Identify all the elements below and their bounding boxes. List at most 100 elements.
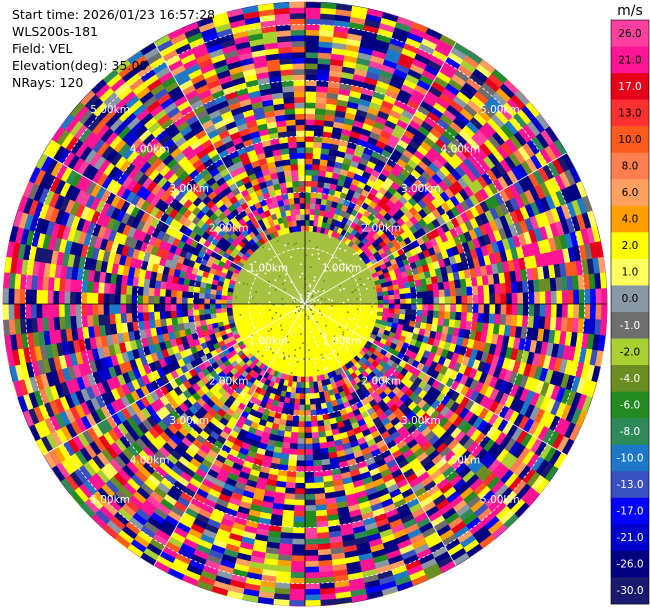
range-gate (145, 542, 163, 557)
range-gate (368, 425, 378, 435)
range-gate (329, 64, 344, 73)
range-gate (408, 391, 419, 402)
range-gate (45, 157, 59, 175)
range-gate (565, 185, 578, 203)
range-gate (324, 108, 337, 117)
range-gate (571, 275, 580, 291)
range-gate (340, 413, 350, 422)
range-gate (444, 311, 451, 320)
range-gate (294, 398, 301, 405)
range-gate (258, 362, 266, 370)
near-field-speckle (365, 287, 368, 290)
range-gate (485, 168, 499, 183)
range-gate (372, 182, 382, 192)
range-gate (456, 91, 472, 105)
range-gate (219, 559, 236, 570)
range-gate (340, 471, 352, 480)
range-gate (379, 277, 387, 284)
range-gate (288, 588, 305, 596)
range-gate (402, 276, 410, 284)
range-gate (186, 385, 197, 396)
range-gate (255, 367, 263, 375)
range-gate (397, 585, 414, 592)
range-gate (430, 276, 439, 285)
range-gate (150, 412, 162, 424)
range-gate (595, 304, 602, 321)
range-gate (399, 513, 415, 525)
range-gate (225, 421, 236, 431)
range-gate (97, 292, 104, 304)
range-gate (60, 166, 73, 183)
range-gate (204, 523, 219, 535)
range-gate (365, 590, 384, 600)
range-gate (110, 493, 126, 508)
range-gate (539, 481, 550, 496)
range-gate (408, 502, 423, 514)
range-gate (469, 72, 486, 88)
range-gate (359, 506, 373, 516)
near-field-speckle (246, 283, 249, 286)
range-gate (213, 185, 224, 196)
range-gate (192, 291, 200, 299)
range-gate (105, 148, 119, 163)
range-gate (204, 143, 216, 154)
range-gate (43, 401, 55, 418)
range-gate (146, 180, 158, 193)
range-gate (426, 464, 439, 477)
range-gate (64, 290, 71, 304)
range-gate (134, 398, 146, 411)
range-gate (429, 360, 439, 371)
range-gate (384, 478, 397, 489)
range-gate (405, 292, 412, 300)
range-gate (538, 316, 546, 330)
range-gate (442, 358, 452, 369)
range-gate (304, 398, 311, 406)
range-gate (496, 145, 510, 160)
near-field-speckle (277, 305, 280, 307)
range-gate (355, 62, 370, 72)
range-gate (277, 424, 286, 432)
range-gate (502, 491, 518, 507)
range-gate (259, 376, 267, 385)
range-gate (504, 212, 515, 227)
range-gate (554, 174, 567, 192)
range-gate (431, 453, 444, 466)
range-gate (397, 58, 413, 70)
range-gate (182, 389, 192, 400)
range-gate (585, 227, 596, 245)
range-gate (112, 363, 123, 377)
range-gate (393, 313, 400, 320)
range-gate (412, 395, 423, 406)
range-gate (222, 281, 230, 288)
range-gate (313, 136, 324, 143)
near-field-speckle (317, 369, 319, 372)
range-gate (66, 227, 77, 242)
range-gate (560, 187, 572, 205)
range-gate (280, 526, 294, 534)
range-gate (305, 180, 312, 187)
range-gate (441, 533, 458, 547)
range-gate (470, 444, 484, 459)
range-gate (432, 494, 447, 507)
range-gate (383, 544, 400, 555)
range-gate (177, 155, 190, 167)
range-gate (161, 179, 173, 192)
range-gate (73, 123, 89, 140)
range-gate (405, 124, 419, 136)
range-gate (177, 547, 194, 560)
range-gate (178, 402, 189, 413)
range-gate (159, 374, 170, 386)
range-gate (130, 120, 145, 134)
range-gate (364, 457, 376, 467)
range-gate (134, 387, 146, 400)
range-gate (277, 401, 285, 409)
range-gate (125, 214, 136, 227)
range-gate (83, 232, 93, 247)
range-gate (553, 263, 562, 279)
range-gate (310, 191, 318, 199)
range-gate (363, 24, 380, 35)
range-gate (304, 538, 318, 545)
range-gate (122, 112, 138, 127)
range-gate (132, 228, 142, 240)
range-gate (309, 404, 317, 411)
